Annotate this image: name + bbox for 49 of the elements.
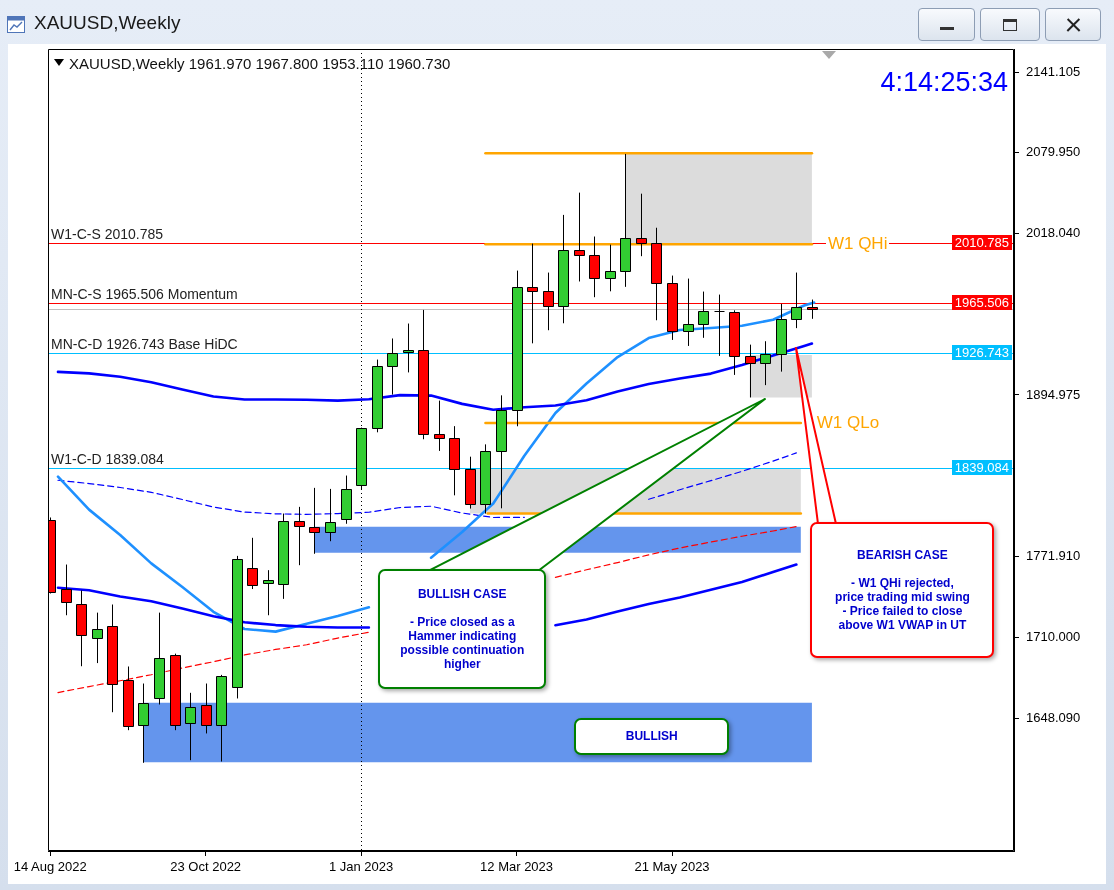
y-tick-label: 1771.910 — [1026, 547, 1081, 563]
y-tick-label: 2141.105 — [1026, 64, 1081, 80]
candlestick — [387, 337, 398, 396]
candlestick — [636, 193, 647, 257]
annotation: 4:14:25:34 — [880, 67, 1008, 99]
series-label: W1 QLo — [814, 413, 882, 433]
x-tick-label: 14 Aug 2022 — [13, 859, 87, 875]
candlestick — [574, 192, 585, 282]
ref-line-label: MN-C-S 1965.506 Momentum — [51, 285, 238, 302]
candlestick — [605, 244, 616, 292]
candlestick — [138, 683, 149, 764]
candlestick — [714, 294, 725, 357]
candlestick — [807, 299, 818, 320]
candlestick — [791, 272, 802, 329]
candlestick — [683, 278, 694, 347]
annotation: 1965.506 — [951, 294, 1012, 310]
y-tick-label: 2018.040 — [1026, 225, 1081, 241]
series-label: W1 QHi — [825, 234, 890, 254]
annotation: 2010.785 — [951, 235, 1012, 251]
candlestick — [309, 487, 320, 555]
candlestick — [247, 537, 258, 590]
candlestick — [698, 291, 709, 339]
candlestick — [92, 612, 103, 664]
candlestick — [434, 400, 445, 452]
candlestick — [294, 506, 305, 566]
y-tick-label: 1710.000 — [1026, 628, 1081, 644]
candlestick — [185, 692, 196, 761]
candlestick — [201, 683, 212, 734]
candlestick — [589, 236, 600, 298]
chart-subtitle: XAUUSD,Weekly 1961.970 1967.800 1953.110 1960.730 — [69, 55, 451, 73]
annotation: 1926.743 — [951, 345, 1012, 361]
ref-line-label: MN-C-D 1926.743 Base HiDC — [51, 336, 238, 353]
candlestick — [263, 569, 274, 616]
annotation: 1839.084 — [951, 460, 1012, 476]
x-tick-label: 12 Mar 2023 — [480, 859, 554, 875]
x-tick-label: 21 May 2023 — [634, 859, 710, 875]
candlestick — [325, 488, 336, 542]
candlestick — [61, 564, 72, 616]
chart-title: XAUUSD,Weekly — [34, 12, 181, 34]
y-tick-label: 1648.090 — [1026, 710, 1081, 726]
candlestick — [403, 323, 414, 373]
y-tick-label: 1894.975 — [1026, 386, 1081, 402]
x-tick-label: 1 Jan 2023 — [328, 859, 394, 875]
x-tick-label: 23 Oct 2022 — [170, 859, 242, 875]
candlestick — [745, 344, 756, 398]
candlestick — [760, 340, 771, 386]
ref-line-label: W1-C-S 2010.785 — [51, 226, 164, 243]
ref-line-label: W1-C-D 1839.084 — [51, 451, 164, 468]
y-tick-label: 2079.950 — [1026, 144, 1081, 160]
